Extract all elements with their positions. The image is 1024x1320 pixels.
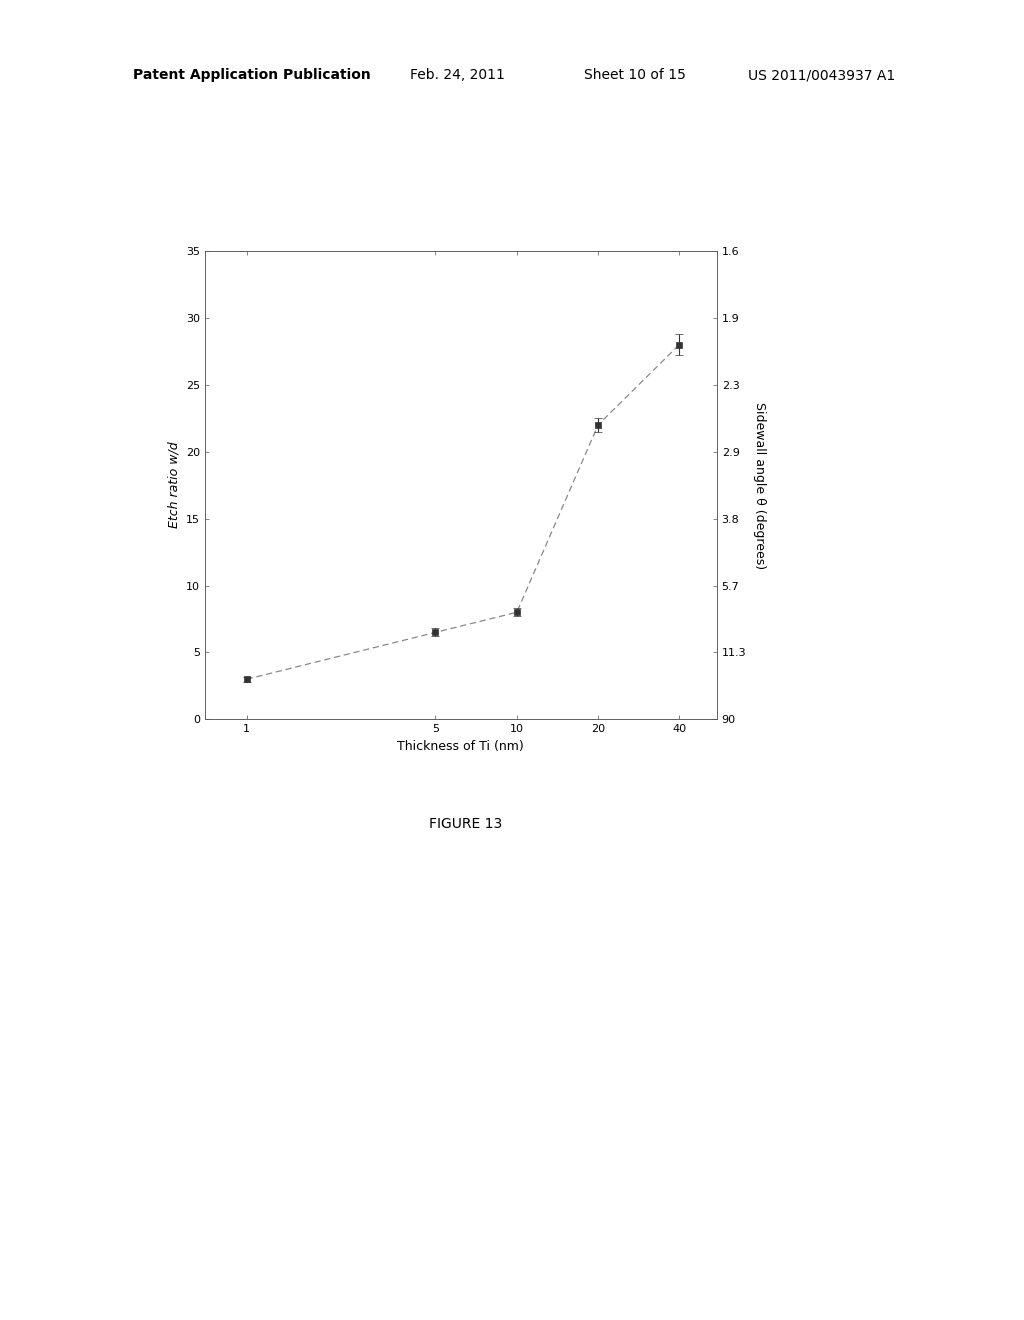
Text: Feb. 24, 2011: Feb. 24, 2011 [410, 69, 505, 82]
Y-axis label: Etch ratio w/d: Etch ratio w/d [167, 442, 180, 528]
Text: Sheet 10 of 15: Sheet 10 of 15 [584, 69, 685, 82]
Y-axis label: Sidewall angle θ (degrees): Sidewall angle θ (degrees) [753, 401, 766, 569]
Text: FIGURE 13: FIGURE 13 [429, 817, 503, 830]
Text: US 2011/0043937 A1: US 2011/0043937 A1 [748, 69, 895, 82]
Text: Patent Application Publication: Patent Application Publication [133, 69, 371, 82]
X-axis label: Thickness of Ti (nm): Thickness of Ti (nm) [397, 739, 524, 752]
